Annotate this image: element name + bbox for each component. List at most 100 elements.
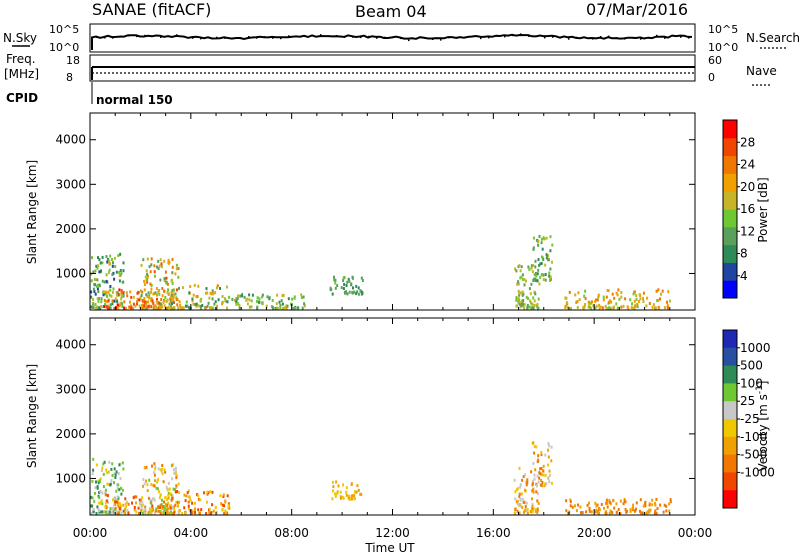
heatmap-cell <box>655 497 658 501</box>
heatmap-cell <box>523 283 526 287</box>
colorbar-tick-label: -500 <box>740 448 767 462</box>
heatmap-cell <box>626 509 629 513</box>
freq-label: Freq. <box>6 52 36 66</box>
heatmap-cell <box>118 511 121 515</box>
heatmap-cell <box>542 273 545 277</box>
heatmap-cell <box>101 510 104 514</box>
colorbar-segment <box>723 191 737 210</box>
heatmap-cell <box>588 501 590 505</box>
heatmap-cell <box>532 296 535 300</box>
heatmap-cell <box>172 298 175 302</box>
heatmap-cell <box>280 299 283 303</box>
heatmap-cell <box>207 301 210 305</box>
heatmap-cell <box>109 483 112 487</box>
cpid-value: normal 150 <box>96 93 173 107</box>
heatmap-cell <box>534 468 537 472</box>
heatmap-cell <box>633 290 636 294</box>
heatmap-cell <box>522 299 525 302</box>
heatmap-cell <box>111 273 114 277</box>
heatmap-cell <box>205 512 208 515</box>
heatmap-cell <box>150 290 152 294</box>
heatmap-cell <box>290 302 292 306</box>
heatmap-cell <box>178 491 181 495</box>
heatmap-cell <box>122 269 125 273</box>
heatmap-cell <box>337 484 340 488</box>
heatmap-cell <box>148 507 151 511</box>
heatmap-cell <box>291 297 294 301</box>
heatmap-cell <box>132 302 135 306</box>
heatmap-cell <box>173 510 176 514</box>
heatmap-cell <box>100 510 103 514</box>
heatmap-cell <box>632 503 635 507</box>
heatmap-cell <box>639 509 641 513</box>
heatmap-cell <box>587 300 590 304</box>
nsearch-point <box>344 36 346 38</box>
heatmap-cell <box>110 467 113 471</box>
heatmap-cell <box>615 291 618 295</box>
heatmap-cell <box>261 295 264 299</box>
station-title: SANAE (fitACF) <box>92 0 211 19</box>
heatmap-cell <box>148 478 151 482</box>
heatmap-cell <box>523 278 526 282</box>
heatmap-cell <box>532 490 535 494</box>
heatmap-cell <box>629 509 632 513</box>
heatmap-cell <box>167 261 170 265</box>
heatmap-cell <box>157 301 160 304</box>
heatmap-cell <box>222 493 225 497</box>
heatmap-cell <box>121 488 124 492</box>
cpid-label: CPID <box>6 91 38 105</box>
heatmap-cell <box>523 306 526 310</box>
heatmap-cell <box>119 252 122 256</box>
heatmap-cell <box>549 275 552 279</box>
heatmap-cell <box>279 303 282 307</box>
heatmap-cell <box>177 267 180 270</box>
heatmap-cell <box>107 299 110 303</box>
heatmap-cell <box>346 292 349 296</box>
heatmap-cell <box>165 306 168 310</box>
x-tick-label: 08:00 <box>274 526 309 540</box>
nsearch-point <box>128 35 130 37</box>
heatmap-cell <box>92 287 95 291</box>
heatmap-cell <box>598 511 600 515</box>
nsearch-point <box>440 39 442 41</box>
heatmap-cell <box>531 502 534 506</box>
heatmap-cell <box>524 488 526 492</box>
heatmap-cell <box>526 508 529 512</box>
heatmap-cell <box>536 492 539 495</box>
x-tick-label: 04:00 <box>174 526 209 540</box>
heatmap-cell <box>113 256 116 260</box>
heatmap-cell <box>114 306 117 310</box>
heatmap-cell <box>540 237 543 241</box>
heatmap-cell <box>355 292 358 296</box>
heatmap-cell <box>548 480 551 484</box>
nsearch-point <box>384 36 386 39</box>
heatmap-cell <box>98 491 101 494</box>
heatmap-cell <box>611 292 614 296</box>
velocity-colorbar-label: Velocity [m s-1] <box>755 381 770 472</box>
heatmap-cell <box>654 306 657 310</box>
heatmap-cell <box>199 305 202 309</box>
heatmap-cell <box>300 296 303 300</box>
heatmap-cell <box>105 300 108 303</box>
nsearch-point <box>680 36 682 38</box>
heatmap-cell <box>153 471 156 474</box>
heatmap-cell <box>99 477 102 481</box>
heatmap-cell <box>237 294 239 298</box>
heatmap-cell <box>349 497 352 501</box>
heatmap-cell <box>96 297 99 301</box>
heatmap-cell <box>171 302 173 306</box>
heatmap-cell <box>93 290 96 293</box>
heatmap-cell <box>205 291 207 295</box>
heatmap-cell <box>203 491 206 495</box>
heatmap-cell <box>347 496 350 500</box>
heatmap-cell <box>206 490 209 494</box>
heatmap-cell <box>575 300 578 304</box>
colorbar-tick-label: 8 <box>740 247 748 261</box>
heatmap-cell <box>516 298 519 301</box>
heatmap-cell <box>608 512 611 515</box>
heatmap-cell <box>517 289 520 293</box>
heatmap-cell <box>106 510 109 514</box>
heatmap-cell <box>158 496 161 500</box>
heatmap-cell <box>142 503 145 507</box>
heatmap-cell <box>100 499 103 503</box>
